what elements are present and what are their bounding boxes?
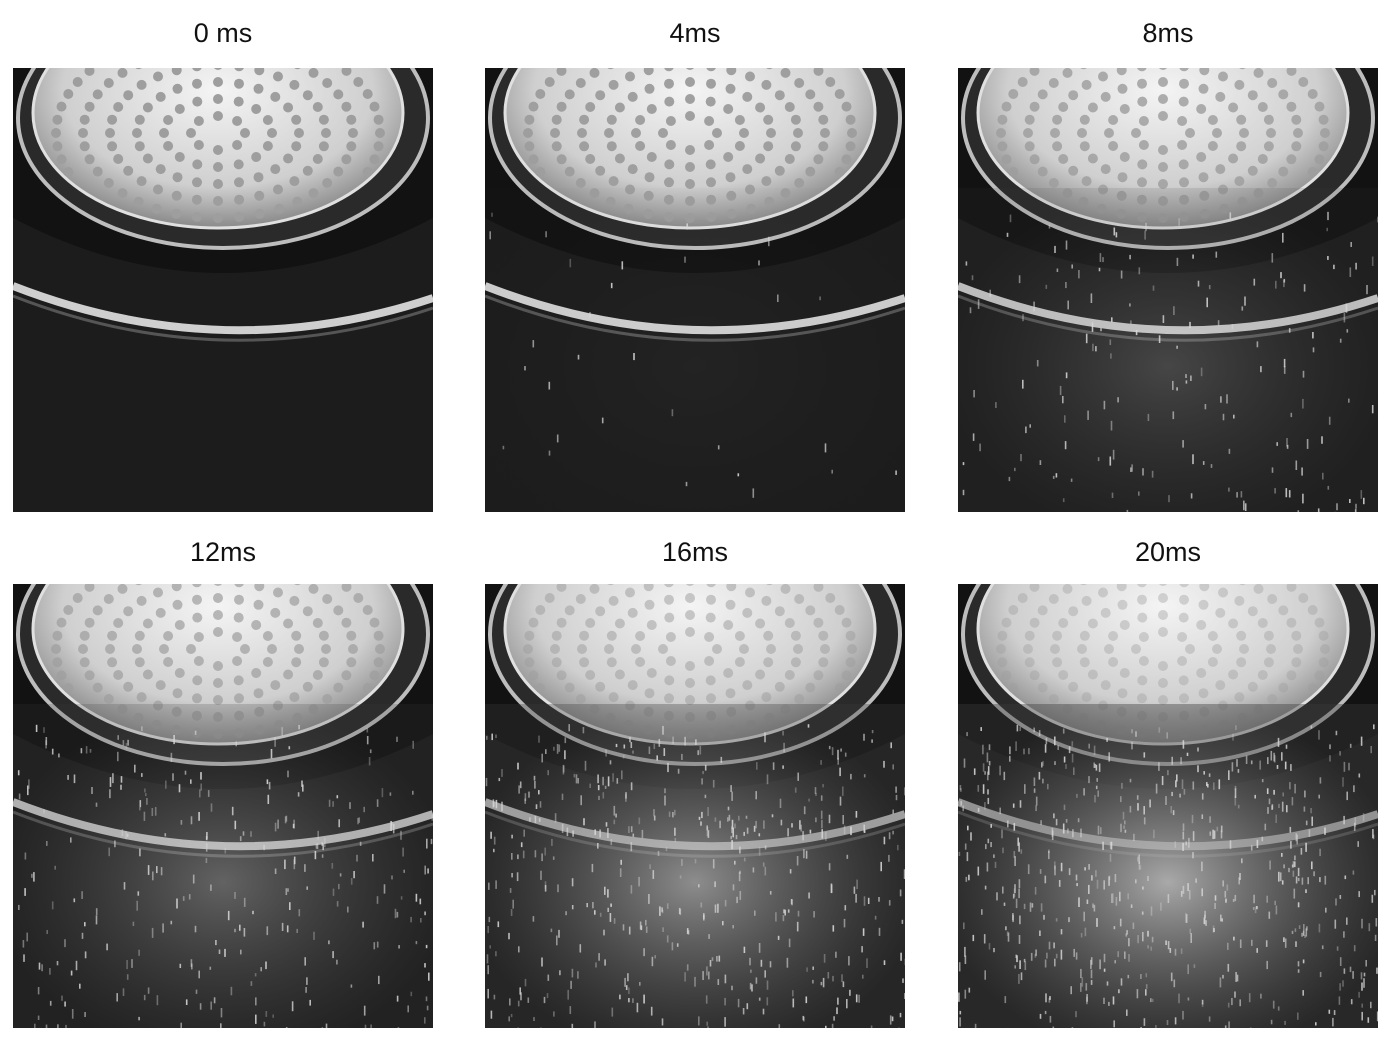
frame-image-5 [958,584,1378,1028]
frame-label-0: 0 ms [193,18,253,48]
frame-illustration [485,68,905,512]
frame-label-2: 8ms [1142,18,1194,48]
frame-label-4: 16ms [661,537,729,567]
frame-image-2 [958,68,1378,512]
frame-label-5: 20ms [1134,537,1202,567]
frame-illustration [13,68,433,512]
frame-image-0 [13,68,433,512]
frame-image-3 [13,584,433,1028]
frame-illustration [485,584,905,1028]
frame-image-1 [485,68,905,512]
frame-label-3: 12ms [189,537,257,567]
frame-illustration [958,584,1378,1028]
frame-label-1: 4ms [669,18,721,48]
frame-image-4 [485,584,905,1028]
frame-illustration [13,584,433,1028]
frame-illustration [958,68,1378,512]
